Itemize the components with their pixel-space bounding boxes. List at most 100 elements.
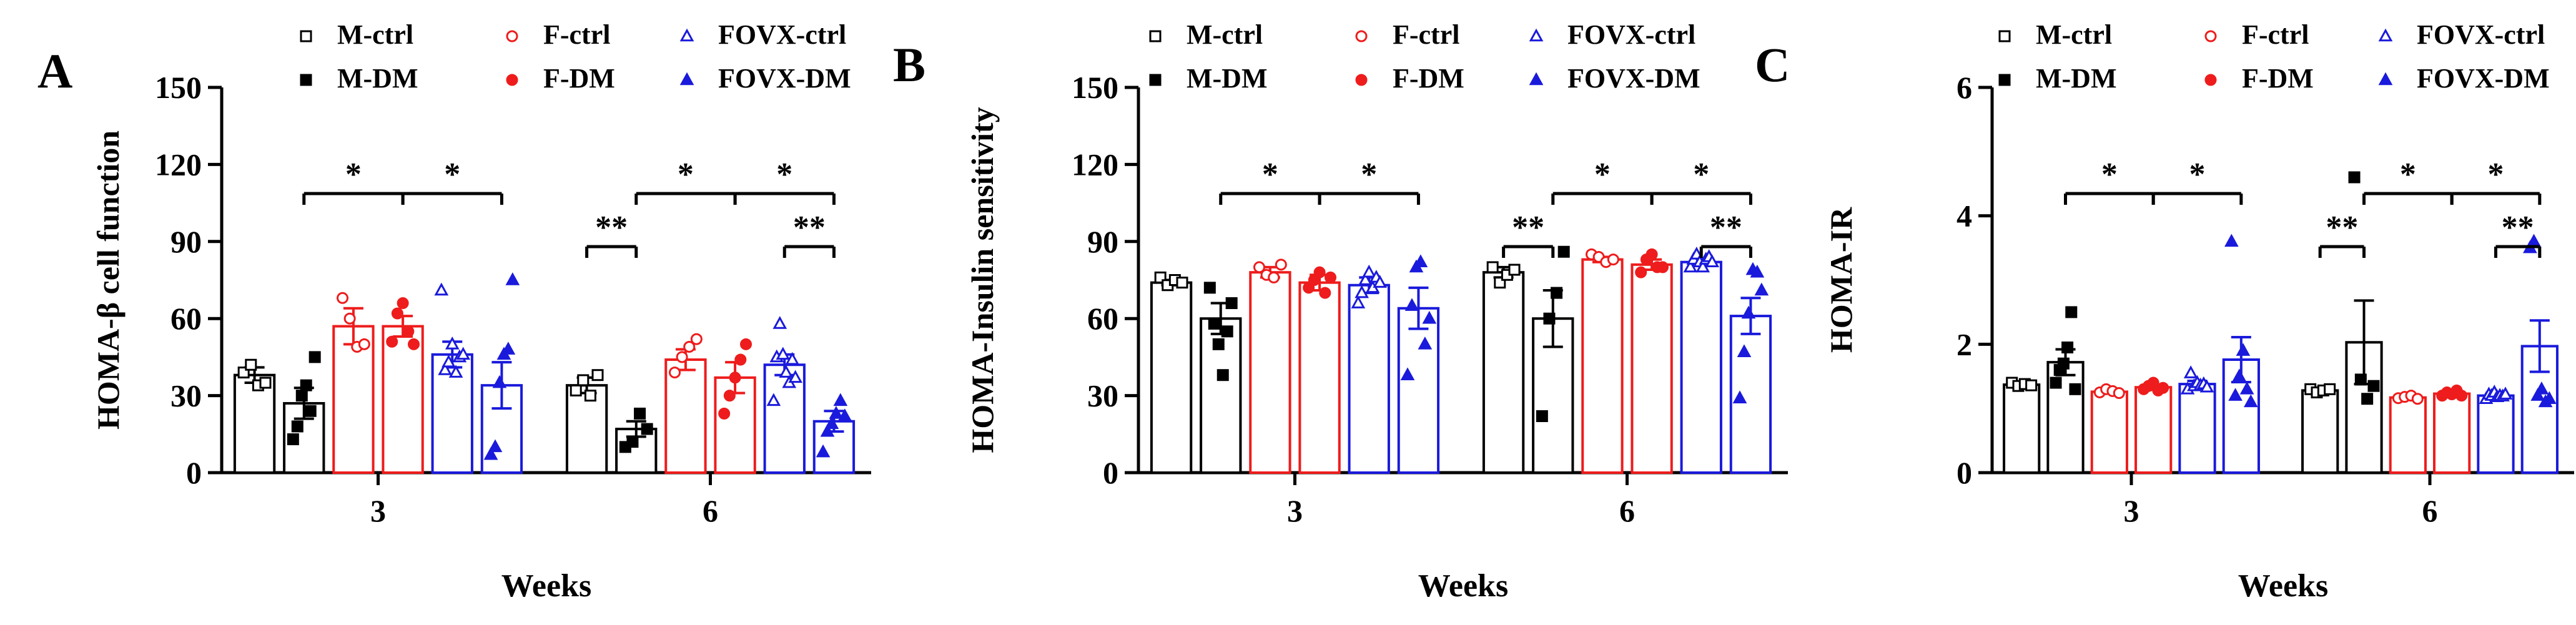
data-point (2534, 381, 2549, 395)
data-point (2324, 383, 2336, 395)
bar (1298, 281, 1341, 474)
data-point (776, 347, 791, 360)
panel-letter: C (1755, 37, 1790, 92)
legend-marker (679, 72, 694, 86)
legend-label: F-DM (2242, 63, 2314, 94)
legend-label: M-ctrl (337, 19, 413, 50)
data-point (1308, 274, 1320, 286)
data-point (259, 376, 272, 389)
data-point (295, 390, 308, 402)
data-point (1404, 298, 1419, 311)
significance-label: ** (1512, 210, 1544, 245)
bar (1581, 258, 1624, 474)
significance-label: * (2400, 157, 2416, 192)
significance-label: * (2101, 157, 2118, 192)
data-point (337, 292, 348, 304)
bar (1249, 271, 1291, 474)
data-point (2228, 388, 2243, 401)
legend-marker (1998, 30, 2011, 42)
data-point (1358, 272, 1373, 285)
legend-marker (1149, 74, 1162, 86)
data-point (779, 365, 794, 378)
data-point (343, 312, 356, 325)
data-point (1225, 297, 1238, 310)
panel-letter: B (893, 37, 925, 92)
y-tick-label: 150 (155, 70, 202, 105)
data-point (2224, 234, 2239, 247)
legend-label: FOVX-DM (718, 63, 851, 94)
data-point (1413, 254, 1428, 268)
data-point (1754, 282, 1769, 296)
significance-label: * (1361, 157, 1377, 192)
bar (2003, 383, 2041, 475)
data-point (816, 444, 831, 458)
data-point (2498, 386, 2513, 400)
data-point (683, 340, 696, 353)
data-point (308, 351, 321, 363)
y-tick-label: 6 (1957, 70, 1972, 105)
data-point (442, 354, 456, 368)
data-point (2050, 376, 2062, 389)
data-point (718, 407, 731, 420)
legend-label: FOVX-ctrl (2417, 19, 2545, 50)
data-point (785, 352, 800, 365)
data-point (488, 439, 503, 453)
y-tick-label: 0 (1957, 455, 1972, 490)
bar (2433, 392, 2471, 475)
data-point (304, 405, 317, 417)
data-point (2157, 381, 2169, 394)
legend-label: M-DM (1187, 63, 1268, 94)
data-point (2232, 368, 2247, 382)
data-point (1543, 312, 1556, 325)
legend-marker (1355, 74, 1368, 86)
data-point (1325, 271, 1336, 283)
data-point (2183, 365, 2198, 378)
significance-label: ** (793, 210, 826, 245)
significance-label: ** (1710, 210, 1742, 245)
data-point (669, 367, 681, 379)
data-point (2199, 379, 2214, 393)
x-axis-title: Weeks (1418, 568, 1508, 604)
data-point (1646, 248, 1658, 260)
y-tick-label: 30 (170, 378, 202, 413)
legend-marker (2204, 74, 2217, 86)
data-point (2411, 393, 2424, 405)
data-point (1657, 261, 1669, 273)
legend-label: M-ctrl (2036, 19, 2112, 50)
data-point (591, 369, 604, 381)
data-point (833, 393, 848, 406)
data-point (501, 342, 516, 355)
data-point (788, 370, 803, 383)
data-point (1303, 282, 1315, 294)
x-tick-label: 6 (703, 493, 718, 528)
legend-label: F-DM (1393, 63, 1464, 94)
data-point (300, 379, 312, 391)
data-point (1536, 410, 1548, 423)
y-tick-label: 2 (1957, 327, 1972, 362)
bar (1150, 281, 1193, 474)
data-point (1705, 254, 1720, 268)
significance-label: ** (595, 210, 628, 245)
x-tick-label: 3 (2124, 493, 2139, 528)
data-point (690, 333, 703, 345)
significance-label: * (1693, 157, 1709, 192)
data-point (734, 353, 747, 366)
data-point (1351, 295, 1366, 308)
significance-label: * (678, 157, 694, 192)
legend-marker (2204, 30, 2217, 42)
x-axis-title: Weeks (2238, 568, 2328, 604)
bar (2178, 383, 2216, 475)
legend-marker (1529, 28, 1544, 42)
y-tick-label: 0 (186, 455, 202, 490)
bar (1729, 315, 1772, 474)
bar (812, 420, 856, 475)
legend-marker (2378, 28, 2393, 42)
legend-label: M-DM (337, 63, 418, 94)
data-point (2455, 390, 2468, 402)
data-point (1216, 369, 1229, 381)
data-point (570, 384, 582, 396)
x-tick-label: 3 (1287, 493, 1303, 528)
data-point (2239, 381, 2254, 395)
legend-marker (1149, 30, 1162, 42)
